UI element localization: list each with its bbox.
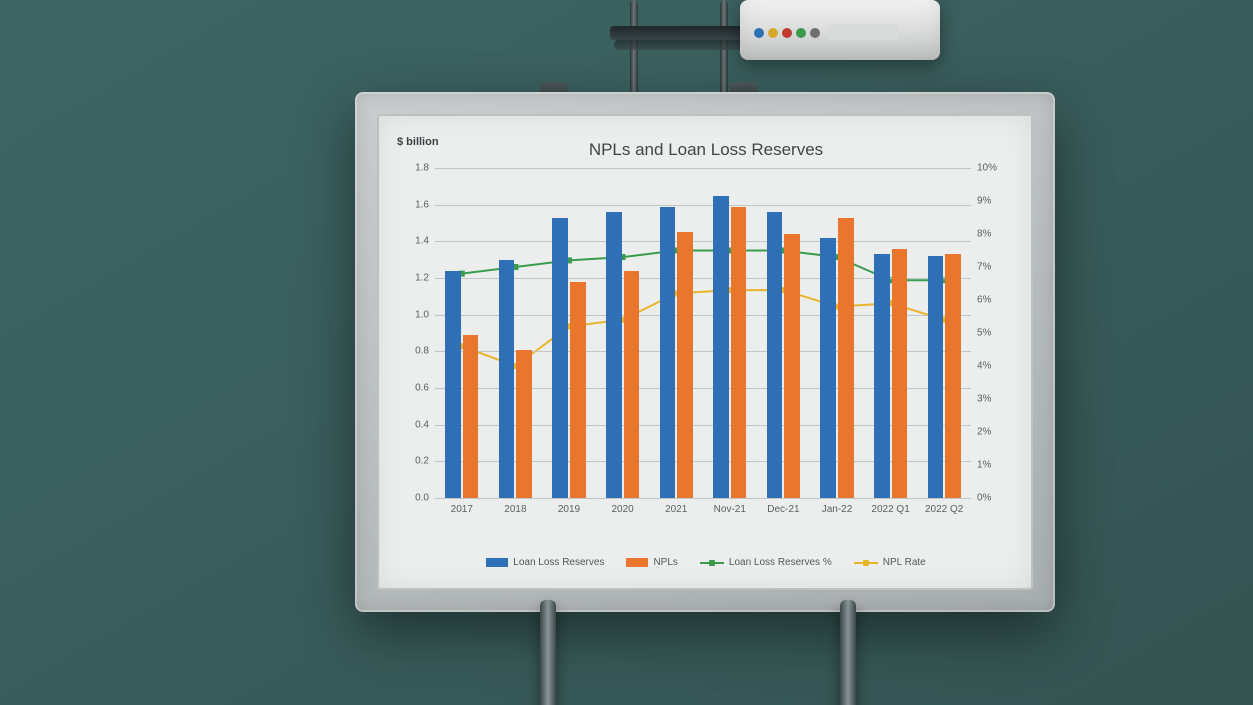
- chart-bar-loan_loss_reserves: [820, 238, 836, 498]
- chart-gridline: [435, 241, 971, 242]
- chart-bar-loan_loss_reserves: [606, 212, 622, 498]
- projector-pole: [630, 0, 638, 100]
- y1-tick-label: 1.0: [415, 309, 435, 320]
- chart-line-loan_loss_reserves_pct: [462, 251, 944, 281]
- chart: $ billion NPLs and Loan Loss Reserves 0.…: [397, 128, 1015, 576]
- projector-panel: [828, 24, 898, 40]
- projector-port-icon: [768, 28, 778, 38]
- y2-tick-label: 8%: [971, 229, 991, 240]
- chart-bar-npls: [731, 207, 747, 499]
- y1-tick-label: 1.2: [415, 273, 435, 284]
- chart-bar-npls: [463, 335, 479, 498]
- chart-bar-npls: [677, 232, 693, 498]
- x-tick-label: 2018: [504, 498, 526, 515]
- y2-tick-label: 0%: [971, 493, 991, 504]
- x-tick-label: 2021: [665, 498, 687, 515]
- scene-background: $ billion NPLs and Loan Loss Reserves 0.…: [0, 0, 1253, 705]
- legend-label: NPL Rate: [883, 557, 926, 568]
- legend-label: Loan Loss Reserves %: [729, 557, 832, 568]
- chart-bar-npls: [570, 282, 586, 498]
- y2-tick-label: 3%: [971, 394, 991, 405]
- whiteboard-screen: $ billion NPLs and Loan Loss Reserves 0.…: [377, 114, 1033, 590]
- legend-item: NPLs: [626, 557, 677, 568]
- x-tick-label: 2019: [558, 498, 580, 515]
- x-tick-label: 2022 Q2: [925, 498, 963, 515]
- legend-item: NPL Rate: [854, 557, 926, 568]
- chart-bar-loan_loss_reserves: [928, 256, 944, 498]
- projector-port-icon: [810, 28, 820, 38]
- chart-gridline: [435, 278, 971, 279]
- y1-tick-label: 0.8: [415, 346, 435, 357]
- y1-tick-label: 0.4: [415, 419, 435, 430]
- chart-bar-loan_loss_reserves: [713, 196, 729, 499]
- x-tick-label: Dec-21: [767, 498, 799, 515]
- chart-gridline: [435, 315, 971, 316]
- chart-bar-npls: [892, 249, 908, 498]
- chart-bar-loan_loss_reserves: [767, 212, 783, 498]
- legend-item: Loan Loss Reserves: [486, 557, 604, 568]
- legend-swatch-line: [700, 562, 724, 564]
- chart-bar-npls: [945, 254, 961, 498]
- board-stand-pole: [840, 600, 856, 705]
- chart-bar-loan_loss_reserves: [874, 254, 890, 498]
- x-tick-label: 2022 Q1: [871, 498, 909, 515]
- chart-bar-npls: [784, 234, 800, 498]
- chart-bar-loan_loss_reserves: [552, 218, 568, 499]
- chart-line-layer: [435, 168, 971, 498]
- y2-tick-label: 1%: [971, 460, 991, 471]
- y1-tick-label: 0.0: [415, 493, 435, 504]
- y1-tick-label: 1.4: [415, 236, 435, 247]
- legend-item: Loan Loss Reserves %: [700, 557, 832, 568]
- y1-tick-label: 0.6: [415, 383, 435, 394]
- chart-gridline: [435, 388, 971, 389]
- whiteboard-frame: $ billion NPLs and Loan Loss Reserves 0.…: [355, 92, 1055, 612]
- legend-swatch-bar: [486, 558, 508, 567]
- chart-bar-loan_loss_reserves: [445, 271, 461, 498]
- board-stand-pole: [540, 600, 556, 705]
- y2-tick-label: 7%: [971, 262, 991, 273]
- chart-bar-npls: [838, 218, 854, 499]
- legend-label: Loan Loss Reserves: [513, 557, 604, 568]
- chart-gridline: [435, 168, 971, 169]
- legend-swatch-line: [854, 562, 878, 564]
- chart-bar-npls: [516, 350, 532, 499]
- y2-tick-label: 5%: [971, 328, 991, 339]
- x-tick-label: 2020: [611, 498, 633, 515]
- projector-port-icon: [754, 28, 764, 38]
- y1-tick-label: 1.8: [415, 163, 435, 174]
- chart-bar-npls: [624, 271, 640, 498]
- x-tick-label: Nov-21: [714, 498, 746, 515]
- chart-legend: Loan Loss Reserves NPLs Loan Loss Reserves…: [397, 557, 1015, 568]
- projector-pole: [720, 0, 728, 100]
- projector-port-icon: [796, 28, 806, 38]
- y2-tick-label: 10%: [971, 163, 997, 174]
- x-tick-label: 2017: [451, 498, 473, 515]
- chart-line-npl_rate: [462, 290, 944, 366]
- y2-tick-label: 4%: [971, 361, 991, 372]
- chart-plot-area: 0.00.20.40.60.81.01.21.41.61.80%1%2%3%4%…: [435, 168, 971, 498]
- chart-gridline: [435, 205, 971, 206]
- chart-bar-loan_loss_reserves: [499, 260, 515, 498]
- y2-tick-label: 9%: [971, 196, 991, 207]
- y1-tick-label: 1.6: [415, 199, 435, 210]
- legend-label: NPLs: [653, 557, 677, 568]
- y2-tick-label: 2%: [971, 427, 991, 438]
- projector-port-icon: [782, 28, 792, 38]
- x-tick-label: Jan-22: [822, 498, 853, 515]
- chart-gridline: [435, 425, 971, 426]
- y2-tick-label: 6%: [971, 295, 991, 306]
- chart-gridline: [435, 351, 971, 352]
- projector-body: [740, 0, 940, 60]
- chart-bar-loan_loss_reserves: [660, 207, 676, 499]
- chart-gridline: [435, 461, 971, 462]
- chart-title: NPLs and Loan Loss Reserves: [397, 140, 1015, 160]
- y1-tick-label: 0.2: [415, 456, 435, 467]
- legend-swatch-bar: [626, 558, 648, 567]
